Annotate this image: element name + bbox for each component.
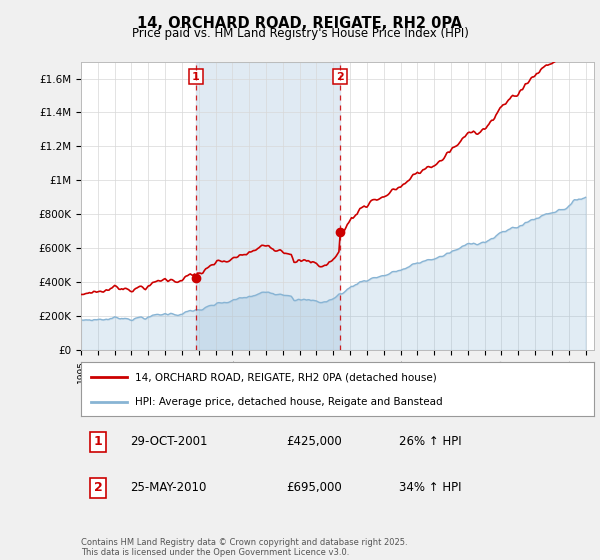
- Text: 1: 1: [94, 435, 103, 449]
- Text: Price paid vs. HM Land Registry's House Price Index (HPI): Price paid vs. HM Land Registry's House …: [131, 27, 469, 40]
- Text: £425,000: £425,000: [286, 435, 342, 449]
- Bar: [196, 62, 340, 350]
- Text: 29-OCT-2001: 29-OCT-2001: [130, 435, 207, 449]
- Text: Contains HM Land Registry data © Crown copyright and database right 2025.
This d: Contains HM Land Registry data © Crown c…: [81, 538, 407, 557]
- Text: £695,000: £695,000: [286, 482, 342, 494]
- Text: 2: 2: [94, 482, 103, 494]
- Text: 25-MAY-2010: 25-MAY-2010: [130, 482, 206, 494]
- Text: HPI: Average price, detached house, Reigate and Banstead: HPI: Average price, detached house, Reig…: [135, 397, 442, 407]
- Text: 14, ORCHARD ROAD, REIGATE, RH2 0PA (detached house): 14, ORCHARD ROAD, REIGATE, RH2 0PA (deta…: [135, 372, 437, 382]
- Text: 14, ORCHARD ROAD, REIGATE, RH2 0PA: 14, ORCHARD ROAD, REIGATE, RH2 0PA: [137, 16, 463, 31]
- Text: 1: 1: [192, 72, 200, 82]
- Text: 2: 2: [336, 72, 344, 82]
- Text: 34% ↑ HPI: 34% ↑ HPI: [399, 482, 461, 494]
- Text: 26% ↑ HPI: 26% ↑ HPI: [399, 435, 461, 449]
